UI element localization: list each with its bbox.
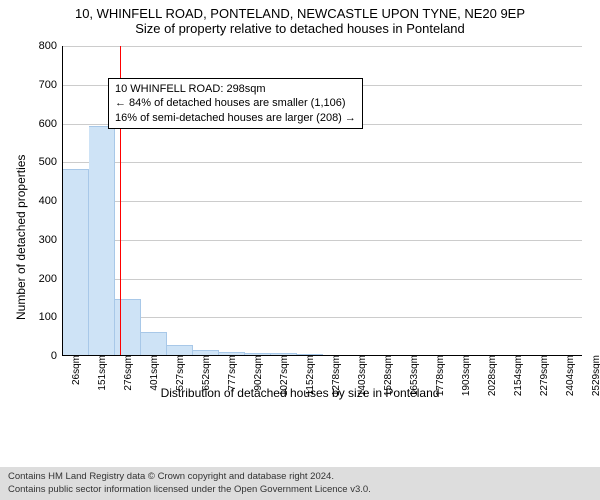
y-tick-label: 100 xyxy=(39,311,63,323)
footer: Contains HM Land Registry data © Crown c… xyxy=(0,467,600,500)
gridline-h xyxy=(63,201,582,202)
gridline-h xyxy=(63,162,582,163)
y-tick-label: 400 xyxy=(39,195,63,207)
y-tick-label: 500 xyxy=(39,156,63,168)
x-tick-label: 26sqm xyxy=(71,355,82,385)
info-box-line1: 10 WHINFELL ROAD: 298sqm xyxy=(115,82,356,96)
y-tick-label: 600 xyxy=(39,118,63,130)
page-subtitle: Size of property relative to detached ho… xyxy=(0,21,600,40)
y-tick-label: 700 xyxy=(39,79,63,91)
chart-area: Number of detached properties 0 100 200 300… xyxy=(0,40,600,440)
y-tick-label: 200 xyxy=(39,273,63,285)
y-tick-label: 300 xyxy=(39,234,63,246)
histogram-bar xyxy=(141,332,167,355)
x-axis-label: Distribution of detached houses by size … xyxy=(0,386,600,400)
histogram-bar xyxy=(63,169,89,355)
info-box-line2: ← 84% of detached houses are smaller (1,… xyxy=(115,96,356,110)
histogram-bar xyxy=(167,345,193,355)
y-tick-label: 800 xyxy=(39,40,63,52)
info-box: 10 WHINFELL ROAD: 298sqm ← 84% of detach… xyxy=(108,78,363,129)
footer-line2: Contains public sector information licen… xyxy=(8,484,592,496)
info-box-line3: 16% of semi-detached houses are larger (… xyxy=(115,111,356,125)
page-title: 10, WHINFELL ROAD, PONTELAND, NEWCASTLE … xyxy=(0,0,600,21)
histogram-bar xyxy=(89,126,115,355)
y-tick-label: 0 xyxy=(51,350,63,362)
gridline-h xyxy=(63,46,582,47)
gridline-h xyxy=(63,279,582,280)
footer-line1: Contains HM Land Registry data © Crown c… xyxy=(8,471,592,483)
y-axis-label: Number of detached properties xyxy=(14,155,28,320)
gridline-h xyxy=(63,240,582,241)
